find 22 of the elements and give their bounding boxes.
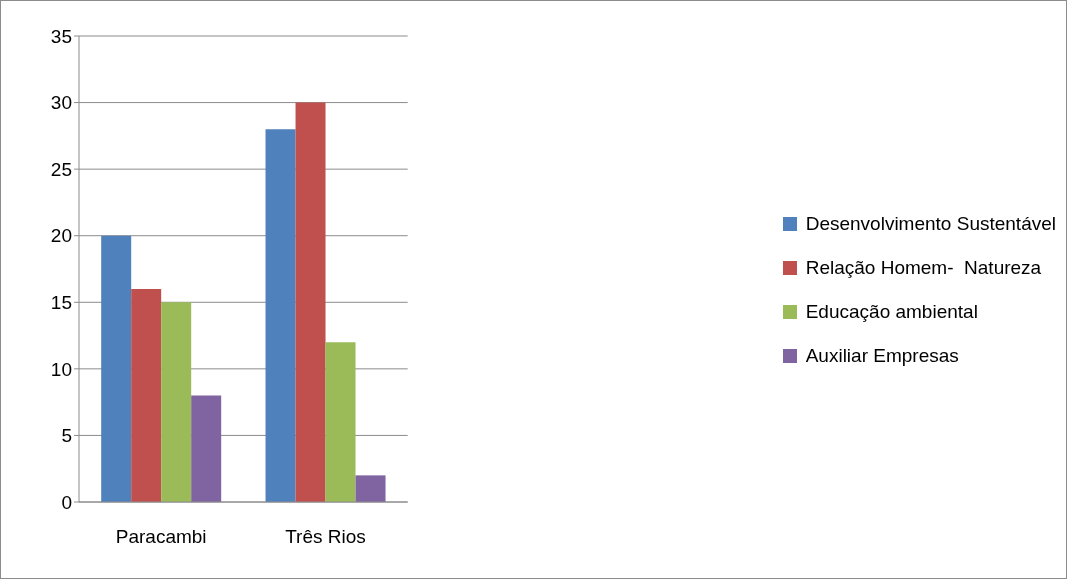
bar (161, 302, 192, 502)
y-tick-label: 10 (50, 358, 72, 380)
legend-label: Educação ambiental (805, 300, 978, 323)
y-tick-label: 0 (61, 491, 72, 513)
bar (355, 475, 386, 502)
y-tick-label: 5 (61, 425, 72, 447)
y-tick-label: 15 (50, 292, 72, 314)
legend-label: Desenvolvimento Sustentável (805, 212, 1056, 235)
y-tick-label: 30 (50, 92, 72, 114)
bar (101, 235, 132, 502)
x-tick-label: Três Rios (285, 526, 366, 548)
bar (325, 342, 356, 502)
bar (295, 102, 326, 502)
legend-label: Relação Homem- Natureza (805, 256, 1042, 279)
y-tick-label: 25 (50, 158, 72, 180)
y-tick-label: 20 (50, 225, 72, 247)
x-tick-label: Paracambi (115, 526, 207, 548)
y-tick-label: 35 (50, 25, 72, 47)
bar (131, 288, 162, 502)
bar (265, 129, 296, 502)
bar (191, 395, 222, 502)
legend-label: Auxiliar Empresas (805, 344, 959, 367)
